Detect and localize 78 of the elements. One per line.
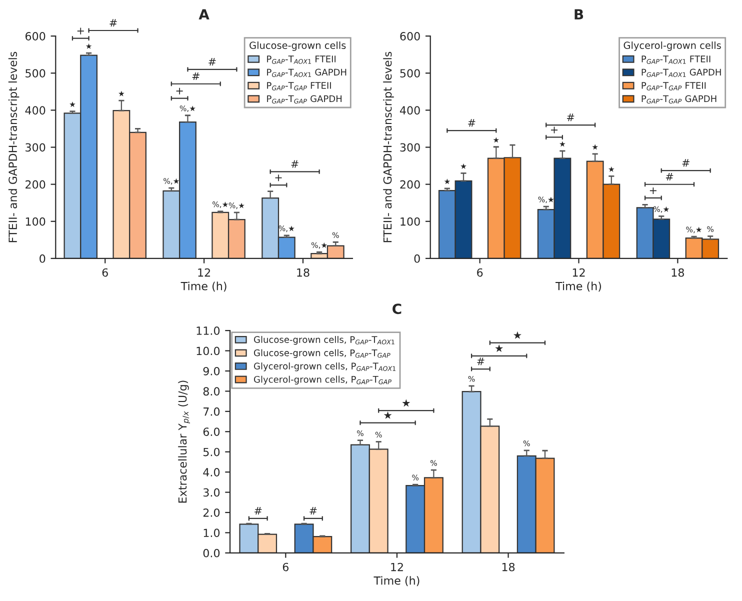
x-tick-label: 12 (572, 268, 585, 277)
y-tick-label: 300 (26, 143, 46, 152)
y-tick-label: 6.0 (203, 428, 220, 436)
x-tick-label: 12 (198, 268, 210, 277)
legend-label: Glycerol-grown cells, P$_{GAP}$-T$_{AOX1}$ (254, 362, 396, 372)
annotation: + (650, 187, 656, 194)
y-tick-label: 8.0 (203, 387, 220, 396)
y-tick-label: 0.0 (203, 548, 220, 558)
y-axis-title: FTEII- and GAPDH-transcript levels (383, 52, 394, 242)
y-tick-label: 5.0 (203, 448, 220, 456)
y-tick-label: 0 (40, 254, 46, 263)
y-tick-label: 0 (414, 254, 420, 263)
legend-label: Glucose-grown cells, P$_{GAP}$-T$_{GAP}$ (254, 349, 390, 358)
y-tick-label: 9.0 (203, 366, 220, 376)
y-tick-label: 4.0 (203, 468, 220, 476)
y-tick-label: 1.0 (204, 528, 220, 538)
y-tick-label: 100 (26, 217, 46, 226)
annotation: # (666, 172, 674, 180)
y-tick-label: 500 (400, 69, 420, 78)
y-axis-title: Extracellular Y$_{p/x}$ (U/g) (178, 380, 190, 503)
annotation: ★ (495, 344, 504, 352)
annotation: # (208, 58, 216, 66)
y-tick-label: 400 (25, 106, 46, 115)
y-axis-title: FTEII- and GAPDH-transcript levels (8, 52, 20, 242)
y-tick-label: 2.0 (203, 508, 220, 517)
annotation: # (477, 358, 484, 366)
x-tick-label: 18 (297, 268, 310, 277)
legend-label: P$_{GAP}$-T$_{GAP}$ FTEII (267, 82, 331, 90)
x-axis-title: Time (h) (556, 282, 602, 292)
annotation: # (192, 72, 200, 80)
x-axis-title: Time (h) (374, 576, 420, 586)
y-tick-label: 10.0 (196, 346, 220, 356)
text: # (110, 19, 117, 27)
y-tick-label: 600 (25, 32, 46, 40)
y-tick-label: 11.0 (196, 326, 220, 335)
legend-title: Glucose-grown cells (250, 41, 346, 51)
text: + (77, 28, 84, 34)
annotation: ★ (513, 331, 522, 339)
y-tick-label: 200 (400, 180, 420, 189)
chart-title: C (392, 304, 402, 314)
legend-label: P$_{GAP}$-T$_{GAP}$ GAPDH (642, 95, 716, 104)
annotation: # (567, 114, 574, 122)
y-tick-label: 400 (400, 106, 420, 115)
legend-title: Glycerol-grown cells (624, 41, 721, 51)
annotation: # (682, 159, 690, 167)
annotation: + (551, 126, 558, 134)
y-tick-label: 100 (400, 217, 420, 226)
legend-label: P$_{GAP}$-T$_{AOX1}$ GAPDH (267, 68, 346, 78)
annotation: # (254, 507, 262, 515)
legend-label: P$_{GAP}$-T$_{GAP}$ FTEII (642, 82, 706, 90)
x-tick-label: 6 (102, 268, 108, 277)
y-tick-label: 3.0 (203, 488, 220, 497)
y-tick-label: 300 (400, 143, 420, 152)
x-axis-title: Time (h) (180, 282, 226, 292)
legend-label: Glucose-grown cells, P$_{GAP}$-T$_{AOX1}$ (254, 336, 394, 345)
x-tick-label: 12 (391, 562, 403, 572)
chart-title: A (198, 9, 210, 20)
annotation: + (176, 88, 183, 94)
legend-label: Glycerol-grown cells, P$_{GAP}$-T$_{GAP}$ (254, 376, 392, 385)
legend-label: P$_{GAP}$-T$_{GAP}$ GAPDH (267, 95, 342, 104)
x-tick-label: 6 (477, 268, 483, 277)
y-tick-label: 7.0 (204, 407, 220, 416)
y-tick-label: 600 (400, 32, 420, 40)
legend-label: P$_{GAP}$-T$_{AOX1}$ GAPDH (642, 68, 721, 78)
x-tick-label: 6 (282, 562, 289, 572)
chart-title: B (574, 9, 584, 20)
annotation: ★ (402, 399, 410, 407)
annotation: # (310, 507, 317, 515)
x-tick-label: 18 (672, 268, 684, 277)
y-tick-label: 500 (26, 69, 46, 78)
annotation: ★ (384, 411, 392, 419)
annotation: # (291, 160, 298, 168)
legend-label: P$_{GAP}$-T$_{AOX1}$ FTEII (267, 56, 336, 64)
legend-label: P$_{GAP}$-T$_{AOX1}$ FTEII (642, 56, 710, 64)
annotation: + (275, 174, 282, 182)
annotation: # (468, 119, 476, 127)
y-tick-label: 200 (26, 180, 46, 189)
x-tick-label: 18 (502, 562, 515, 572)
